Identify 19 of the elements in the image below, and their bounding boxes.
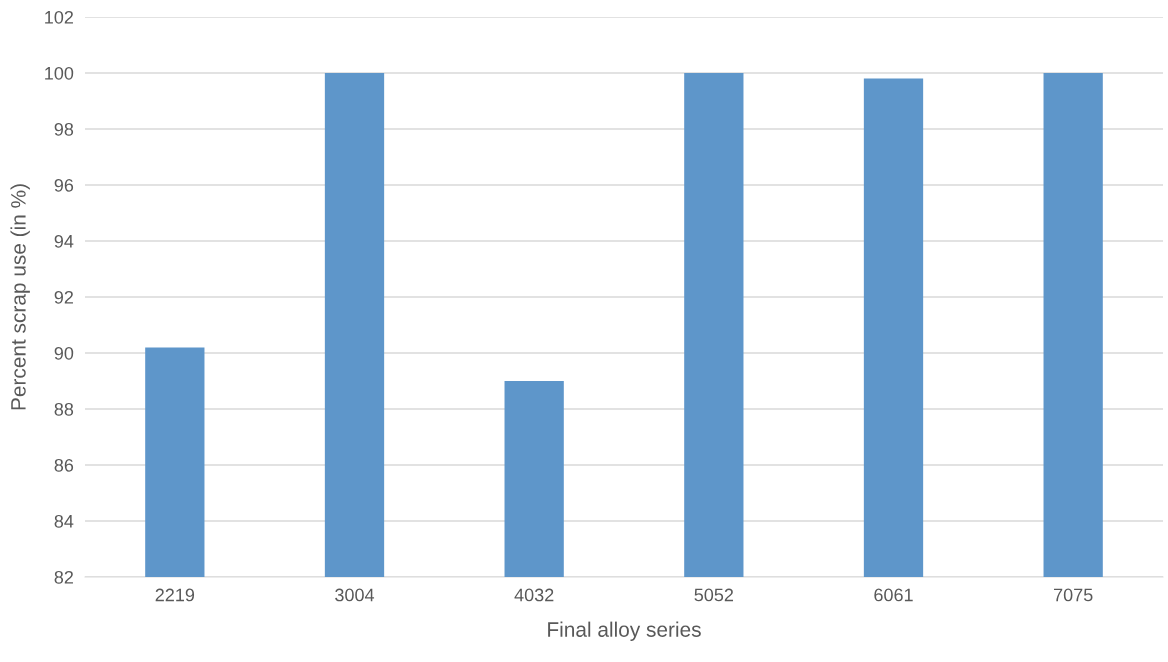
y-axis-title: Percent scrap use (in %) <box>10 184 30 410</box>
x-tick-label: 2219 <box>155 588 195 602</box>
y-tick-label: 96 <box>54 178 74 192</box>
y-tick-label: 92 <box>54 290 73 304</box>
x-tick-label: 4032 <box>514 588 554 602</box>
y-tick-label: 102 <box>45 10 73 24</box>
y-tick-label: 90 <box>54 346 74 360</box>
y-tick-label: 82 <box>54 570 73 584</box>
y-tick-label: 100 <box>45 66 74 80</box>
x-tick-label: 5052 <box>694 588 734 602</box>
y-tick-label: 86 <box>54 458 74 472</box>
y-tick-label: 98 <box>54 122 74 136</box>
x-tick-label: 7075 <box>1054 588 1093 602</box>
y-tick-label: 88 <box>54 402 74 416</box>
x-tick-label: 6061 <box>874 588 913 602</box>
x-tick-label: 3004 <box>335 588 375 602</box>
x-axis-title: Final alloy series <box>548 621 701 642</box>
y-tick-label: 84 <box>54 514 74 528</box>
y-tick-label: 94 <box>54 234 74 248</box>
